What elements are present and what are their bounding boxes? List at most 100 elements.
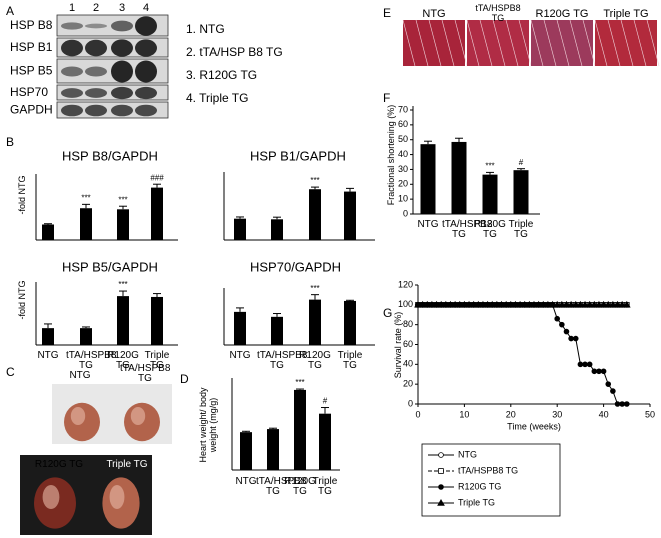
data-point	[553, 300, 562, 308]
heart-highlight	[130, 407, 146, 425]
blot-band	[61, 39, 83, 57]
y-tick-label: 20	[403, 379, 413, 389]
x-tick-label: tTA/HSPB8 TG	[257, 350, 308, 371]
data-point	[506, 300, 515, 308]
tissue-fiber	[505, 19, 519, 67]
tissue-fiber	[582, 19, 596, 67]
image-label: NTG	[422, 8, 446, 20]
data-point	[586, 361, 593, 368]
bar	[271, 219, 283, 240]
blot-band	[135, 104, 157, 117]
panel-label: C	[6, 365, 15, 379]
tissue-fiber	[620, 19, 634, 67]
chart-title: HSP B5/GAPDH	[62, 259, 158, 274]
data-point	[455, 300, 464, 308]
legend-label: tTA/HSPB8 TG	[458, 465, 518, 475]
x-tick-label: 10	[459, 409, 469, 419]
x-tick-label: tTA/HSPB8 TG	[66, 350, 117, 371]
blot-band	[111, 20, 133, 32]
blot-band	[111, 39, 133, 57]
data-point	[474, 300, 483, 308]
x-tick-label: 0	[415, 409, 420, 419]
y-tick-label: 30	[398, 164, 408, 174]
x-tick-label: NTG	[229, 350, 251, 361]
data-point	[613, 300, 622, 308]
y-axis-label: -fold NTG	[17, 280, 27, 320]
data-point	[479, 300, 487, 308]
data-point	[604, 300, 613, 308]
panel-label: D	[180, 372, 189, 386]
data-point	[576, 300, 585, 308]
x-tick-label: R120G TG	[299, 350, 331, 371]
x-tick-label: R120G TG	[284, 476, 316, 497]
y-axis-label: -fold NTG	[17, 175, 27, 215]
panel-label: E	[383, 6, 391, 20]
data-point	[493, 300, 501, 308]
x-tick-label: 20	[506, 409, 516, 419]
bar	[271, 316, 283, 345]
x-tick-label: tTA/HSPB8 TG	[442, 219, 493, 240]
heart-highlight	[42, 485, 60, 509]
data-point	[428, 300, 436, 308]
data-point	[534, 300, 543, 308]
data-point	[623, 401, 630, 407]
bar	[240, 432, 252, 470]
data-point	[539, 300, 548, 308]
blot-band	[135, 60, 157, 83]
lane-number: 2	[93, 2, 99, 14]
data-point	[465, 300, 473, 308]
data-point	[600, 368, 607, 375]
legend-marker	[438, 452, 444, 458]
data-point	[414, 300, 422, 308]
blot-legend-item: 2. tTA/HSP B8 TG	[186, 45, 283, 59]
image-label: R120G TG	[535, 8, 589, 20]
bar	[80, 328, 92, 345]
data-point	[451, 300, 459, 308]
data-point	[585, 300, 594, 308]
heart-highlight	[109, 485, 125, 509]
lane-number: 1	[69, 2, 75, 14]
data-point	[548, 300, 557, 308]
data-point	[483, 300, 492, 308]
tissue-fiber	[594, 19, 608, 67]
bar	[80, 208, 92, 240]
blot-band	[61, 22, 83, 30]
chart-title: HSP70/GAPDH	[250, 259, 341, 274]
y-tick-label: 20	[398, 179, 408, 189]
data-point	[614, 401, 621, 407]
significance-label: ***	[310, 176, 319, 185]
y-tick-label: 0	[403, 208, 408, 218]
x-tick-label: 50	[645, 409, 655, 419]
data-point	[530, 300, 538, 308]
y-tick-label: 100	[398, 299, 413, 309]
blot-band	[61, 66, 83, 77]
data-point	[567, 300, 575, 308]
data-point	[511, 300, 520, 308]
blot-band	[111, 86, 133, 100]
bar	[151, 296, 163, 345]
significance-label: ***	[310, 284, 319, 293]
x-tick-label: NTG	[417, 219, 439, 230]
data-point	[609, 300, 617, 308]
x-tick-label: tTA/HSPB8 TG	[256, 476, 307, 497]
blot-band	[85, 39, 107, 57]
data-point	[423, 300, 432, 308]
blot-legend-item: 1. NTG	[186, 22, 225, 36]
legend-marker	[438, 484, 444, 490]
chart-title: HSP B8/GAPDH	[62, 148, 158, 163]
y-axis-label: Heart weight/ body weight (mg/g)	[198, 387, 218, 463]
blot-legend-item: 3. R120G TG	[186, 68, 257, 82]
bar	[267, 429, 279, 470]
data-point	[568, 335, 574, 342]
x-tick-label: 30	[552, 409, 562, 419]
tissue-fiber	[633, 19, 647, 67]
blot-row-label: GAPDH	[10, 103, 53, 117]
data-point	[582, 361, 588, 368]
photo-label: Triple TG	[106, 459, 148, 470]
photo-label: NTG	[69, 370, 91, 381]
significance-label: ###	[150, 173, 164, 182]
x-tick-label: Triple TG	[312, 476, 338, 497]
tissue-fiber	[428, 19, 442, 67]
